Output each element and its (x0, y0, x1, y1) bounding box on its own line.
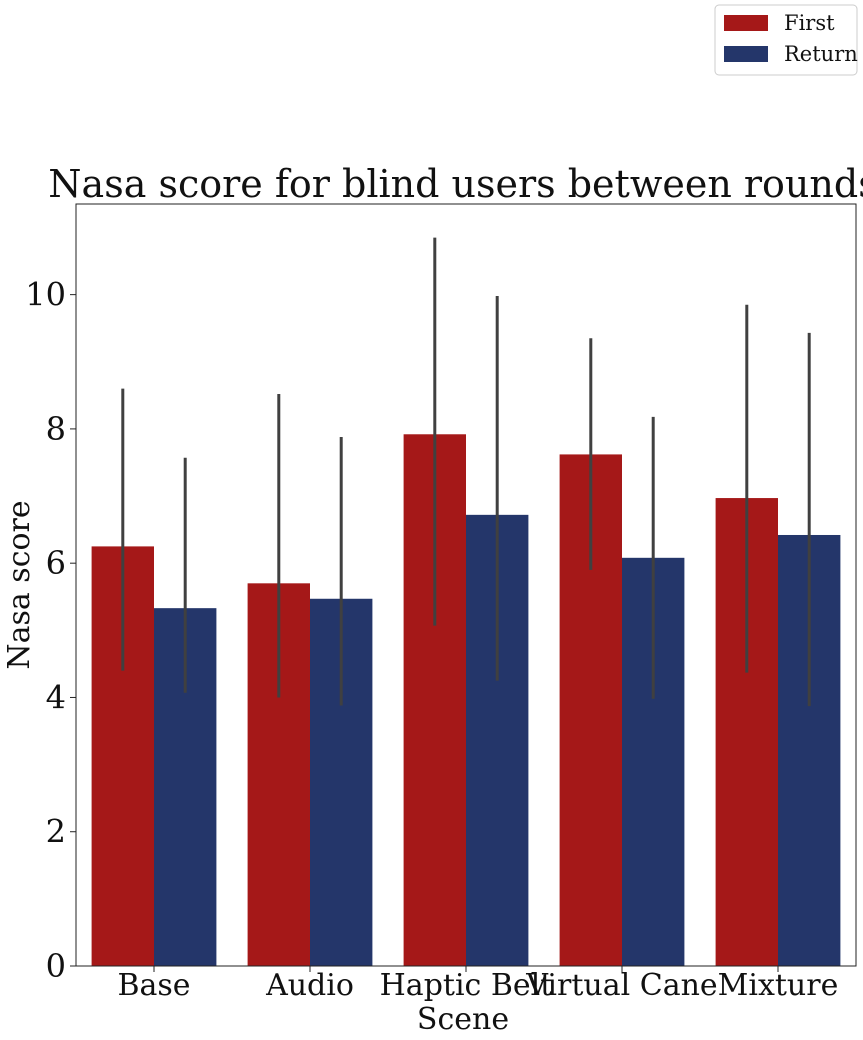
x-tick-label-audio: Audio (265, 968, 354, 1003)
y-tick-label: 6 (46, 544, 66, 582)
x-axis-label: Scene (417, 1002, 509, 1037)
x-tick-label-virtual-cane: Virtual Cane (525, 968, 717, 1003)
y-axis-label: Nasa score (2, 500, 37, 669)
x-tick-label-mixture: Mixture (718, 968, 839, 1003)
legend-label-return: Return (784, 42, 858, 66)
legend-label-first: First (784, 11, 835, 35)
legend: First Return (714, 4, 858, 76)
y-tick-label: 4 (46, 678, 66, 716)
x-tick-label-base: Base (117, 968, 190, 1003)
x-tick-label-haptic-belt: Haptic Belt (380, 968, 553, 1003)
chart-title: Nasa score for blind users between round… (48, 162, 863, 206)
legend-swatch-first (724, 15, 768, 31)
y-tick-label: 8 (46, 410, 66, 448)
y-tick-label: 2 (46, 813, 66, 851)
y-tick-label: 0 (46, 947, 66, 985)
error-bars-layer (121, 237, 811, 707)
y-axis-ticks: 0 2 4 6 8 10 (25, 276, 76, 985)
y-tick-label: 10 (25, 276, 66, 314)
legend-swatch-return (724, 46, 768, 62)
bars-layer (91, 434, 841, 966)
